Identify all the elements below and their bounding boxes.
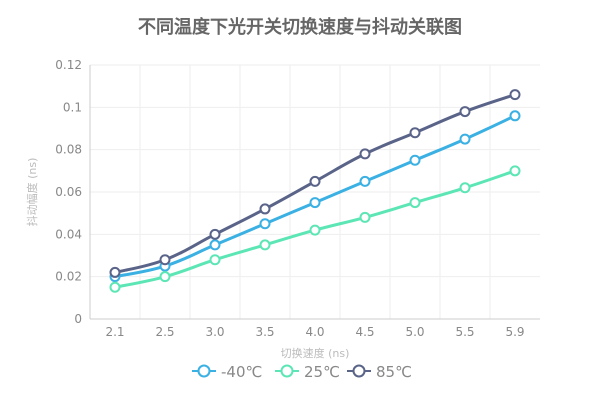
y-tick-label: 0.04	[55, 227, 82, 241]
data-point	[409, 154, 421, 166]
legend-label: -40℃	[221, 363, 262, 381]
y-axis-label: 抖动幅度 (ns)	[25, 158, 39, 227]
data-point	[459, 106, 471, 118]
legend-marker	[352, 364, 366, 378]
data-point	[509, 89, 521, 101]
series-line	[114, 114, 516, 279]
y-tick-label: 0.08	[55, 143, 82, 157]
data-point	[509, 165, 521, 177]
x-tick-label: 4.0	[305, 325, 324, 339]
x-tick-label: 5.9	[505, 325, 524, 339]
data-point	[159, 271, 171, 283]
data-point	[259, 218, 271, 230]
data-point	[259, 203, 271, 215]
data-point	[459, 133, 471, 145]
y-tick-label: 0	[74, 312, 82, 326]
data-point	[209, 228, 221, 240]
legend-marker	[197, 364, 211, 378]
legend: -40℃ 25℃ 85℃	[192, 363, 412, 381]
legend-label: 85℃	[376, 363, 412, 381]
data-point	[309, 197, 321, 209]
x-tick-label: 2.1	[105, 325, 124, 339]
data-point	[359, 211, 371, 223]
data-point	[209, 239, 221, 251]
chart-title: 不同温度下光开关切换速度与抖动关联图	[138, 16, 462, 38]
x-tick-label: 3.0	[205, 325, 224, 339]
data-point	[409, 197, 421, 209]
data-point	[209, 254, 221, 266]
data-point	[109, 266, 121, 278]
data-point	[359, 148, 371, 160]
data-point	[159, 254, 171, 266]
data-point	[409, 127, 421, 139]
data-point	[309, 224, 321, 236]
y-tick-label: 0.06	[55, 185, 82, 199]
data-point	[109, 281, 121, 293]
data-point	[509, 110, 521, 122]
y-tick-label: 0.1	[63, 100, 82, 114]
legend-marker	[280, 364, 294, 378]
x-tick-label: 5.0	[405, 325, 424, 339]
y-tick-label: 0.12	[55, 58, 82, 72]
data-point	[309, 175, 321, 187]
x-tick-label: 5.5	[455, 325, 474, 339]
legend-label: 25℃	[304, 363, 340, 381]
y-tick-label: 0.02	[55, 270, 82, 284]
x-tick-label: 3.5	[255, 325, 274, 339]
data-point	[459, 182, 471, 194]
x-tick-label: 4.5	[355, 325, 374, 339]
x-axis-label: 切换速度 (ns)	[281, 346, 350, 360]
x-tick-label: 2.5	[155, 325, 174, 339]
data-point	[259, 239, 271, 251]
data-point	[359, 175, 371, 187]
